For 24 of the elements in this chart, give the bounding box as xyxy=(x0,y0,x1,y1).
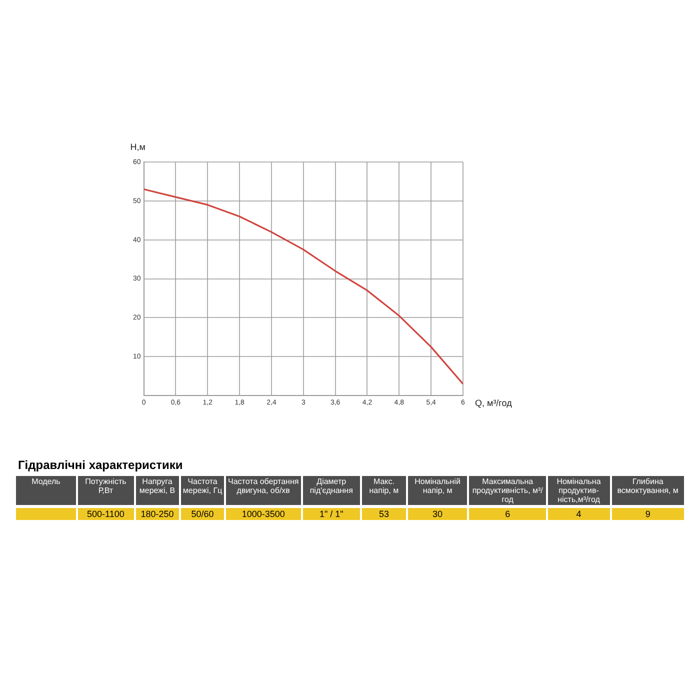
text: 1" / 1" xyxy=(302,505,360,520)
x-axis-title: Q, м³/год xyxy=(475,398,513,408)
y-axis-title: H,м xyxy=(130,142,146,152)
text: Номінальній напір, м xyxy=(408,476,468,505)
text: 4 xyxy=(548,505,610,520)
text: 500-1100 xyxy=(78,505,134,520)
text: Номінальна продуктив-ність,м³/год xyxy=(548,476,610,505)
text: 180-250 xyxy=(136,505,179,520)
text: 1000-3500 xyxy=(226,505,300,520)
text: Частота обертання двигуна, об/хв xyxy=(226,476,300,505)
text: 6 xyxy=(469,505,546,520)
text: Макс. напір, м xyxy=(362,476,406,505)
text: Глибина всмоктування, м xyxy=(612,476,684,505)
text: Гідравлічні характеристики xyxy=(18,458,183,472)
text: Частота мережі, Гц xyxy=(180,476,224,505)
text: 30 xyxy=(408,505,468,520)
text: 9 xyxy=(612,505,684,520)
text: Максимальна продуктивність, м³/год xyxy=(469,476,546,505)
text: Напруга мережі, В xyxy=(136,476,179,505)
text: Модель xyxy=(16,476,76,505)
text: Потужність Р,Вт xyxy=(78,476,134,505)
text: 50/60 xyxy=(180,505,224,520)
text: Діаметр під'єднання xyxy=(302,476,360,505)
text: 53 xyxy=(362,505,406,520)
